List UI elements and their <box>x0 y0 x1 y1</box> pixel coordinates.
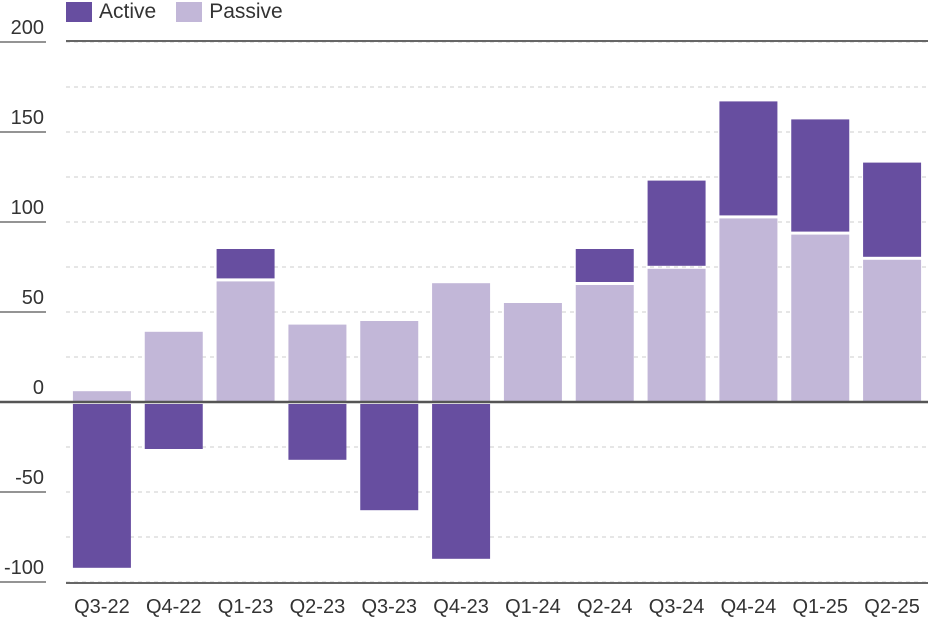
legend-swatch-passive <box>176 2 203 22</box>
passive-bar-Q3-23 <box>360 321 419 402</box>
passive-bar-Q2-25 <box>863 259 922 402</box>
x-tick-label: Q3-22 <box>74 596 130 618</box>
passive-bar-Q4-23 <box>432 283 491 402</box>
passive-bar-Q1-25 <box>791 234 850 402</box>
active-bar-Q1-23 <box>216 249 275 279</box>
x-tick-label: Q2-23 <box>290 596 346 618</box>
active-bar-Q3-22 <box>72 404 131 568</box>
passive-bar-Q1-23 <box>216 281 275 402</box>
active-bar-Q3-23 <box>360 404 419 511</box>
active-bar-Q2-23 <box>288 404 347 460</box>
y-tick-label: 0 <box>33 377 44 399</box>
passive-bar-Q4-24 <box>719 218 778 402</box>
x-tick-label: Q2-25 <box>864 596 920 618</box>
y-tick-label: 50 <box>22 287 44 309</box>
chart-legend: Active Passive <box>66 0 303 24</box>
x-tick-label: Q4-24 <box>721 596 777 618</box>
legend-item-passive: Passive <box>176 0 283 24</box>
y-tick-label: -100 <box>4 557 44 579</box>
active-bar-Q2-25 <box>863 162 922 257</box>
bar-layer <box>72 101 922 568</box>
y-tick-label: -50 <box>15 467 44 489</box>
grid-layer <box>0 41 928 583</box>
x-tick-label: Q4-22 <box>146 596 202 618</box>
x-tick-label: Q2-24 <box>577 596 633 618</box>
legend-swatch-active <box>66 2 92 22</box>
y-tick-label: 150 <box>11 107 44 129</box>
active-bar-Q2-24 <box>575 249 634 282</box>
label-layer: 200 150 100 50 0 -50 -100 Q3-22 Q4-22 Q1-23 Q2-23 Q… <box>4 17 920 618</box>
y-tick-label: 200 <box>11 17 44 39</box>
active-bar-Q4-24 <box>719 101 778 216</box>
active-bar-Q4-23 <box>432 404 491 559</box>
passive-bar-Q2-23 <box>288 324 347 402</box>
axis-layer <box>0 40 928 584</box>
x-tick-label: Q3-24 <box>649 596 705 618</box>
legend-label-passive: Passive <box>209 0 283 23</box>
x-tick-label: Q1-24 <box>505 596 561 618</box>
passive-bar-Q3-22 <box>72 391 131 402</box>
active-bar-Q4-22 <box>144 404 203 449</box>
x-tick-label: Q1-25 <box>792 596 848 618</box>
y-tick-label: 100 <box>11 197 44 219</box>
x-tick-label: Q3-23 <box>361 596 417 618</box>
x-tick-label: Q1-23 <box>218 596 274 618</box>
passive-bar-Q4-22 <box>144 331 203 402</box>
passive-bar-Q1-24 <box>503 303 562 402</box>
legend-label-active: Active <box>99 0 157 23</box>
passive-bar-Q2-24 <box>575 285 634 402</box>
active-bar-Q3-24 <box>647 180 706 266</box>
active-bar-Q1-25 <box>791 119 850 232</box>
x-tick-label: Q4-23 <box>433 596 489 618</box>
legend-item-active: Active <box>66 0 156 24</box>
passive-bar-Q3-24 <box>647 268 706 402</box>
